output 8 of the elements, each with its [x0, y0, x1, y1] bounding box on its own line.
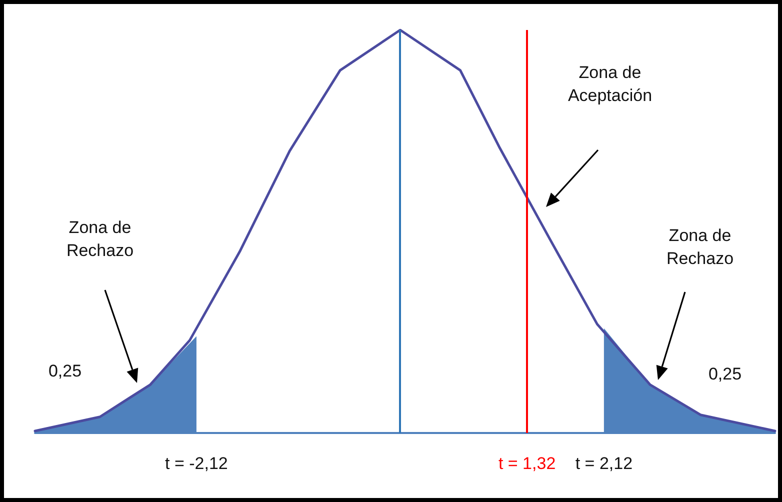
annotation: Zona de Rechazo — [66, 217, 134, 262]
x-tick-label: t = 2,12 — [575, 454, 633, 473]
x-tick-label: t = 1,32 — [498, 454, 556, 473]
annotation: 0,25 — [48, 360, 82, 383]
annotation: Zona de Aceptación — [568, 62, 652, 107]
annotation: Zona de Rechazo — [666, 225, 734, 270]
annotation: 0,25 — [708, 364, 742, 386]
x-tick-label: t = -2,12 — [165, 454, 228, 473]
